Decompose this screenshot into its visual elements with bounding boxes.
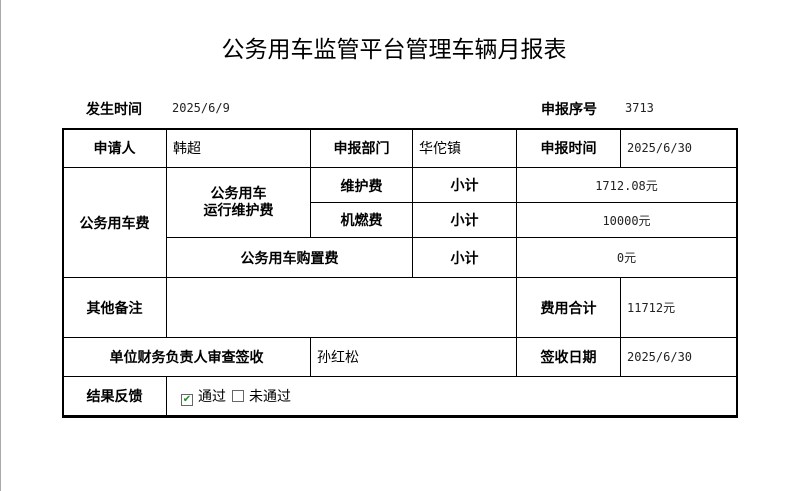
checkbox-checked-icon[interactable]: ✔ (181, 394, 193, 406)
operation-label: 公务用车 运行维护费 (166, 167, 311, 238)
maintenance-value: 1712.08元 (516, 167, 737, 203)
result-label: 结果反馈 (62, 376, 167, 416)
remarks-label: 其他备注 (62, 277, 167, 338)
purchase-value: 0元 (516, 237, 737, 278)
option-fail[interactable]: 未通过 (232, 386, 291, 406)
maintenance-label: 维护费 (310, 167, 413, 203)
dept-value: 华佗镇 (412, 128, 517, 168)
reviewer-label: 单位财务负责人审查签收 (62, 337, 311, 377)
serial-value: 3713 (625, 101, 654, 115)
applicant-value: 韩超 (166, 128, 311, 168)
purchase-subtotal-label: 小计 (412, 237, 517, 278)
option-pass-label: 通过 (198, 389, 226, 405)
maintenance-subtotal-label: 小计 (412, 167, 517, 203)
dept-label: 申报部门 (310, 128, 413, 168)
sign-date-value: 2025/6/30 (620, 337, 737, 377)
applicant-label: 申请人 (62, 128, 167, 168)
fuel-value: 10000元 (516, 202, 737, 238)
occur-time-value: 2025/6/9 (172, 101, 230, 115)
total-value: 11712元 (620, 277, 737, 338)
purchase-label: 公务用车购置费 (166, 237, 413, 278)
remarks-value (166, 277, 517, 338)
fuel-label: 机燃费 (310, 202, 413, 238)
option-pass[interactable]: ✔ 通过 (181, 386, 226, 406)
fuel-subtotal-label: 小计 (412, 202, 517, 238)
vehicle-fee-label: 公务用车费 (62, 167, 167, 278)
serial-label: 申报序号 (541, 102, 597, 118)
sign-date-label: 签收日期 (516, 337, 621, 377)
checkbox-unchecked-icon[interactable] (232, 390, 244, 402)
page-title: 公务用车监管平台管理车辆月报表 (221, 37, 567, 63)
occur-time-label: 发生时间 (86, 102, 142, 118)
report-time-value: 2025/6/30 (620, 128, 737, 168)
total-label: 费用合计 (516, 277, 621, 338)
reviewer-value: 孙红松 (310, 337, 517, 377)
report-time-label: 申报时间 (516, 128, 621, 168)
result-options: ✔ 通过 未通过 (166, 376, 737, 416)
option-fail-label: 未通过 (249, 389, 291, 405)
